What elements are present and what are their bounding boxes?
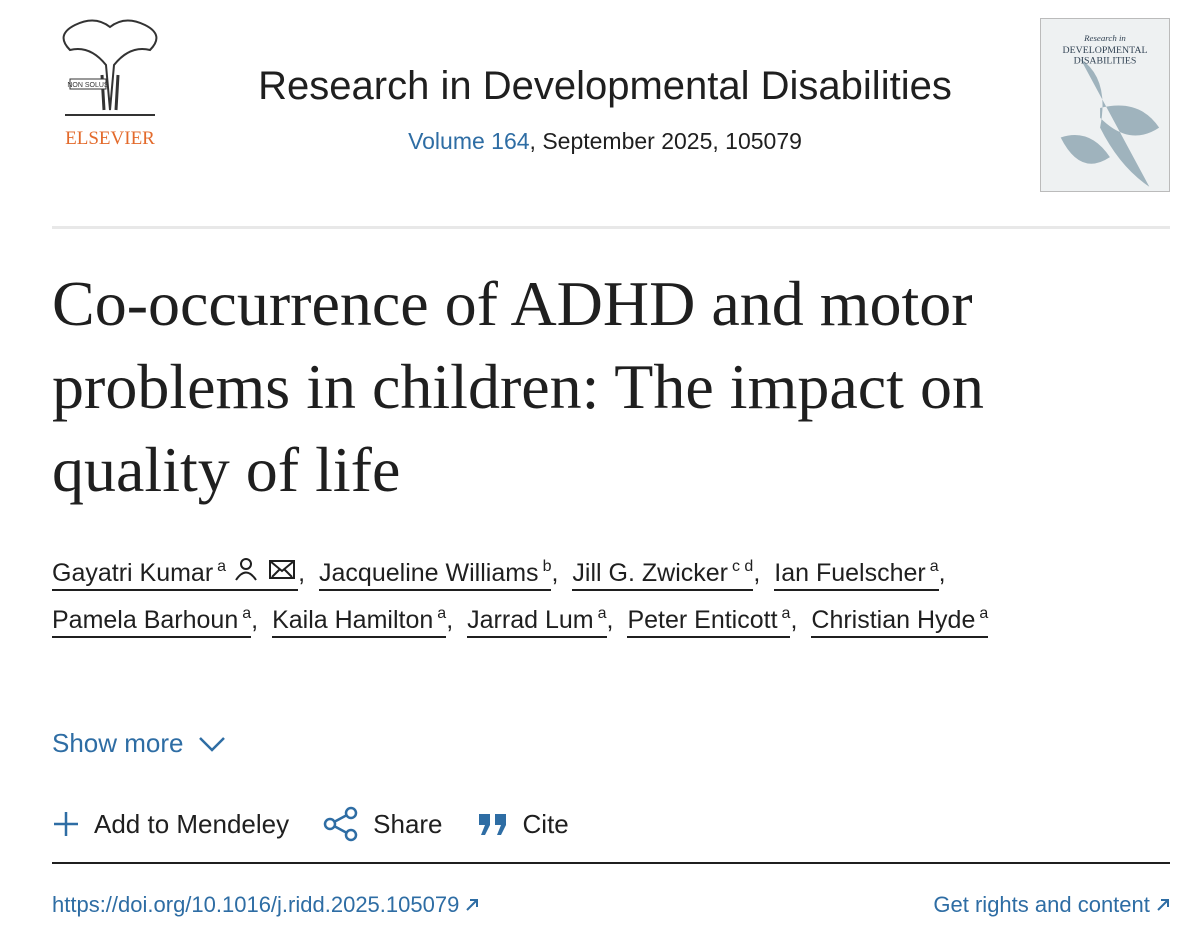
author[interactable]: Jarrad Lum a — [467, 600, 607, 638]
divider — [52, 862, 1170, 864]
author-separator: , — [938, 559, 946, 587]
quote-icon — [478, 814, 506, 835]
author-name: Gayatri Kumar — [52, 559, 214, 587]
author[interactable]: Jacqueline Williams b — [319, 553, 552, 591]
show-more[interactable]: Show more — [52, 728, 226, 759]
external-icon — [466, 899, 479, 911]
author-separator: , — [298, 559, 306, 587]
affiliation: b — [542, 558, 552, 575]
author-separator: , — [446, 606, 454, 634]
publisher: ELSEVIER — [65, 128, 155, 149]
author-entry: Ian Fuelscher a, — [774, 550, 946, 597]
cite-label: Cite — [522, 808, 569, 839]
author-name: Christian Hyde — [811, 606, 976, 634]
affiliation: a — [597, 605, 607, 622]
logo-motto: NON SOLUS — [67, 82, 109, 89]
author-name: Peter Enticott — [627, 606, 778, 634]
elsevier-logo: NON SOLUS ELSEVIER — [62, 19, 158, 149]
affiliation: a — [437, 605, 447, 622]
share-label: Share — [373, 808, 443, 839]
author-entry: Kaila Hamilton a, — [272, 597, 453, 644]
affiliation: a — [979, 605, 989, 622]
cover-text: Research in — [1083, 33, 1126, 43]
affiliation: a — [929, 558, 939, 575]
volume-link[interactable]: Volume 164 — [408, 128, 530, 154]
author-entry: Peter Enticott a, — [627, 597, 797, 644]
show-more-label: Show more — [52, 728, 184, 758]
author[interactable]: Gayatri Kumar a — [52, 553, 299, 591]
author-separator: , — [606, 606, 614, 634]
journal-cover[interactable]: Research in DEVELOPMENTAL DISABILITIES — [1040, 18, 1170, 192]
author-name: Kaila Hamilton — [272, 606, 434, 634]
author-name: Jarrad Lum — [467, 606, 594, 634]
cover-text: DEVELOPMENTAL — [1063, 45, 1148, 56]
doi-link[interactable]: https://doi.org/10.1016/j.ridd.2025.1050… — [52, 892, 479, 918]
affiliation: a — [242, 605, 252, 622]
cite-button[interactable]: Cite — [477, 809, 569, 840]
author[interactable]: Christian Hyde a — [811, 600, 989, 638]
author-entry: Jarrad Lum a, — [467, 597, 613, 644]
author-entry: Jacqueline Williams b, — [319, 550, 558, 597]
author-entry: Jill G. Zwicker c d, — [572, 550, 760, 597]
affiliation: a — [781, 605, 791, 622]
share-button[interactable]: Share — [323, 806, 443, 842]
separator — [52, 226, 1170, 229]
volume-info: Volume 164, September 2025, 105079 — [200, 128, 1010, 155]
affiliation: a — [217, 558, 227, 575]
author-entry: Pamela Barhoun a, — [52, 597, 258, 644]
author-entry: Gayatri Kumar a, — [52, 550, 305, 597]
author-name: Jill G. Zwicker — [572, 559, 728, 587]
chevron-icon — [198, 736, 225, 752]
contact-icons[interactable] — [234, 557, 298, 581]
author-list: Gayatri Kumar a, Jacqueline Williams b, Jill… — [52, 550, 1172, 644]
author-name: Pamela Barhoun — [52, 606, 239, 634]
issue-info: , September 2025, 105079 — [529, 128, 802, 154]
share-icon — [323, 806, 358, 842]
author-name: Ian Fuelscher — [774, 559, 926, 587]
journal-title[interactable]: Research in Developmental Disabilities — [258, 64, 952, 108]
action-bar: Add to Mendeley Share Cite — [52, 806, 603, 842]
doi-text: https://doi.org/10.1016/j.ridd.2025.1050… — [52, 892, 460, 917]
author-entry: Christian Hyde a — [811, 597, 989, 644]
author[interactable]: Kaila Hamilton a — [272, 600, 447, 638]
mendeley-label: Add to Mendeley — [94, 808, 290, 839]
author[interactable]: Peter Enticott a — [627, 600, 791, 638]
rights-text: Get rights and content — [933, 892, 1150, 917]
external-icon — [1157, 899, 1169, 911]
author-separator: , — [790, 606, 798, 634]
author-separator: , — [251, 606, 259, 634]
author[interactable]: Ian Fuelscher a — [774, 553, 939, 591]
article-title: Co-occurrence of ADHD and motor problems… — [52, 268, 984, 505]
rights-link[interactable]: Get rights and content — [933, 892, 1170, 918]
mendeley-button[interactable]: Add to Mendeley — [52, 809, 289, 840]
affiliation: c d — [731, 558, 754, 575]
author-separator: , — [551, 559, 559, 587]
author[interactable]: Pamela Barhoun a — [52, 600, 252, 638]
author-separator: , — [753, 559, 761, 587]
author[interactable]: Jill G. Zwicker c d — [572, 553, 754, 591]
author-name: Jacqueline Williams — [319, 559, 539, 587]
cover-text: DISABILITIES — [1074, 56, 1137, 67]
plus-icon — [54, 812, 78, 836]
